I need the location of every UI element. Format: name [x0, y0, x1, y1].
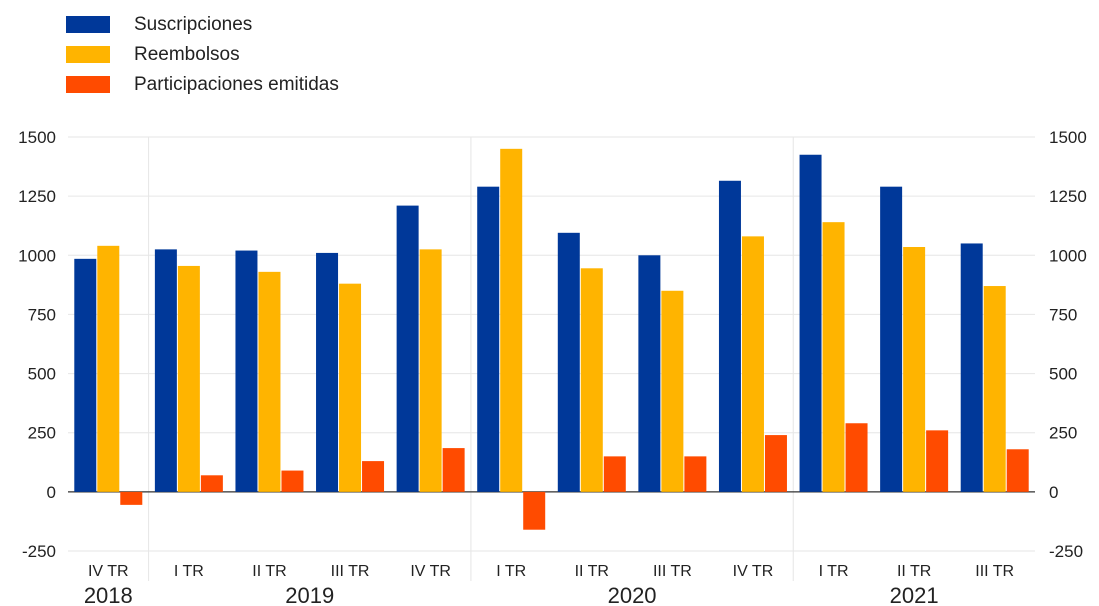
bar-suscripciones: [557, 232, 580, 492]
bar-participaciones-emitidas: [603, 456, 626, 492]
bar-suscripciones: [396, 205, 419, 492]
x-tick-label: II TR: [897, 563, 931, 580]
year-label: 2021: [890, 583, 939, 606]
year-label: 2018: [84, 583, 133, 606]
bar-reembolsos: [500, 148, 523, 492]
bar-reembolsos: [339, 283, 362, 492]
legend-swatch-suscripciones: [66, 16, 110, 33]
bar-participaciones-emitidas: [200, 475, 223, 492]
y-tick-label-right: 0: [1049, 483, 1058, 502]
bar-reembolsos: [661, 290, 684, 492]
bar-participaciones-emitidas: [764, 435, 787, 492]
bar-participaciones-emitidas: [845, 423, 868, 492]
x-tick-label: I TR: [819, 563, 849, 580]
bar-participaciones-emitidas: [523, 491, 546, 530]
bar-suscripciones: [154, 249, 177, 492]
bar-suscripciones: [316, 252, 339, 492]
bar-participaciones-emitidas: [1006, 449, 1029, 492]
y-tick-label-right: 1250: [1049, 187, 1087, 206]
bar-reembolsos: [741, 236, 764, 492]
y-tick-label-left: 250: [28, 424, 56, 443]
y-tick-label-left: -250: [22, 542, 56, 561]
bar-reembolsos: [258, 271, 281, 492]
y-tick-label-left: 500: [28, 365, 56, 384]
bar-reembolsos: [903, 247, 926, 492]
bar-reembolsos: [177, 265, 200, 492]
y-tick-label-left: 1250: [18, 187, 56, 206]
bar-suscripciones: [799, 154, 822, 492]
legend-label-reembolsos: Reembolsos: [134, 44, 240, 65]
bar-suscripciones: [477, 186, 500, 492]
bar-reembolsos: [822, 222, 845, 492]
x-tick-label: II TR: [252, 563, 286, 580]
x-tick-label: IV TR: [733, 563, 774, 580]
bar-participaciones-emitidas: [684, 456, 707, 492]
bar-suscripciones: [880, 186, 903, 492]
x-tick-label: III TR: [331, 563, 370, 580]
y-tick-label-left: 0: [47, 483, 56, 502]
y-tick-label-right: 750: [1049, 305, 1077, 324]
legend-swatch-reembolsos: [66, 46, 110, 63]
y-tick-label-right: 250: [1049, 424, 1077, 443]
bar-participaciones-emitidas: [362, 461, 385, 492]
year-label: 2020: [608, 583, 657, 606]
bar-reembolsos: [983, 286, 1006, 492]
bar-reembolsos: [580, 268, 603, 492]
bar-suscripciones: [235, 250, 258, 492]
x-tick-label: II TR: [575, 563, 609, 580]
x-tick-label: IV TR: [88, 563, 129, 580]
bar-suscripciones: [960, 243, 983, 492]
bar-suscripciones: [638, 255, 661, 492]
bar-reembolsos: [419, 249, 442, 492]
x-tick-label: I TR: [174, 563, 204, 580]
legend-swatch-participaciones: [66, 76, 110, 93]
bar-suscripciones: [74, 258, 97, 492]
y-tick-label-left: 1000: [18, 246, 56, 265]
bar-participaciones-emitidas: [120, 491, 143, 505]
y-tick-label-right: 1000: [1049, 246, 1087, 265]
x-tick-label: III TR: [975, 563, 1014, 580]
legend-label-suscripciones: Suscripciones: [134, 14, 253, 35]
x-tick-label: IV TR: [410, 563, 451, 580]
y-tick-label-left: 750: [28, 305, 56, 324]
y-tick-label-left: 1500: [18, 128, 56, 147]
bar-reembolsos: [97, 245, 120, 492]
bar-participaciones-emitidas: [926, 430, 949, 492]
y-tick-label-right: 1500: [1049, 128, 1087, 147]
bar-participaciones-emitidas: [281, 470, 304, 492]
x-tick-label: III TR: [653, 563, 692, 580]
x-tick-label: I TR: [496, 563, 526, 580]
y-tick-label-right: -250: [1049, 542, 1083, 561]
bar-suscripciones: [718, 180, 741, 492]
bar-participaciones-emitidas: [442, 448, 465, 492]
y-tick-label-right: 500: [1049, 365, 1077, 384]
year-label: 2019: [285, 583, 334, 606]
legend-label-participaciones: Participaciones emitidas: [134, 74, 339, 95]
